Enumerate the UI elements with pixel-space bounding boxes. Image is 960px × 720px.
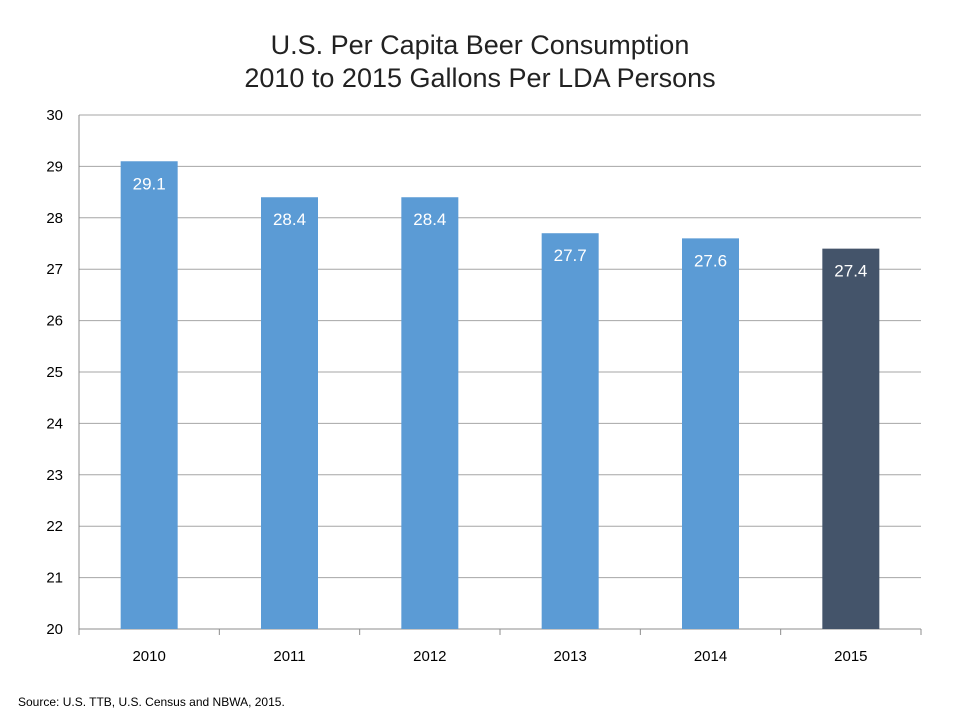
data-label-2014: 27.6 — [694, 251, 727, 270]
data-label-2015: 27.4 — [834, 262, 867, 281]
bar-2012 — [401, 197, 459, 630]
x-axis-ticks: 2010 2011 2012 2013 2014 2015 — [78, 629, 922, 665]
data-labels: 29.1 28.4 28.4 27.7 27.6 27.4 — [133, 174, 868, 280]
data-label-2012: 28.4 — [413, 210, 446, 229]
y-tick-label: 30 — [46, 107, 63, 124]
bar-2011 — [261, 197, 318, 630]
bar-2014 — [682, 238, 739, 630]
y-axis-ticks: 20 21 22 23 24 25 26 27 28 29 30 — [46, 107, 63, 638]
data-label-2011: 28.4 — [273, 210, 306, 229]
data-label-2010: 29.1 — [133, 174, 166, 193]
x-tick-label: 2011 — [273, 648, 305, 665]
x-tick-label: 2012 — [413, 648, 446, 665]
y-tick-label: 24 — [46, 415, 63, 432]
y-tick-label: 29 — [46, 158, 63, 175]
y-tick-label: 20 — [46, 621, 63, 638]
y-tick-label: 22 — [46, 518, 63, 535]
chart-subtitle: 2010 to 2015 Gallons Per LDA Persons — [244, 63, 716, 93]
bars — [120, 161, 880, 630]
x-tick-label: 2014 — [694, 648, 727, 665]
data-label-2013: 27.7 — [554, 246, 587, 265]
x-tick-label: 2015 — [834, 648, 867, 665]
chart-title: U.S. Per Capita Beer Consumption — [270, 30, 690, 60]
source-note: Source: U.S. TTB, U.S. Census and NBWA, … — [18, 695, 285, 709]
y-tick-label: 28 — [46, 210, 63, 227]
bar-2010 — [120, 161, 178, 629]
y-tick-label: 23 — [46, 467, 63, 484]
bar-2013 — [541, 233, 599, 629]
y-tick-label: 27 — [46, 261, 63, 278]
x-tick-label: 2010 — [132, 648, 165, 665]
gridlines — [78, 114, 921, 630]
bar-2015 — [822, 248, 880, 629]
y-tick-label: 21 — [46, 570, 63, 587]
y-tick-label: 26 — [46, 313, 63, 330]
y-tick-label: 25 — [46, 364, 63, 381]
x-tick-label: 2013 — [553, 648, 586, 665]
